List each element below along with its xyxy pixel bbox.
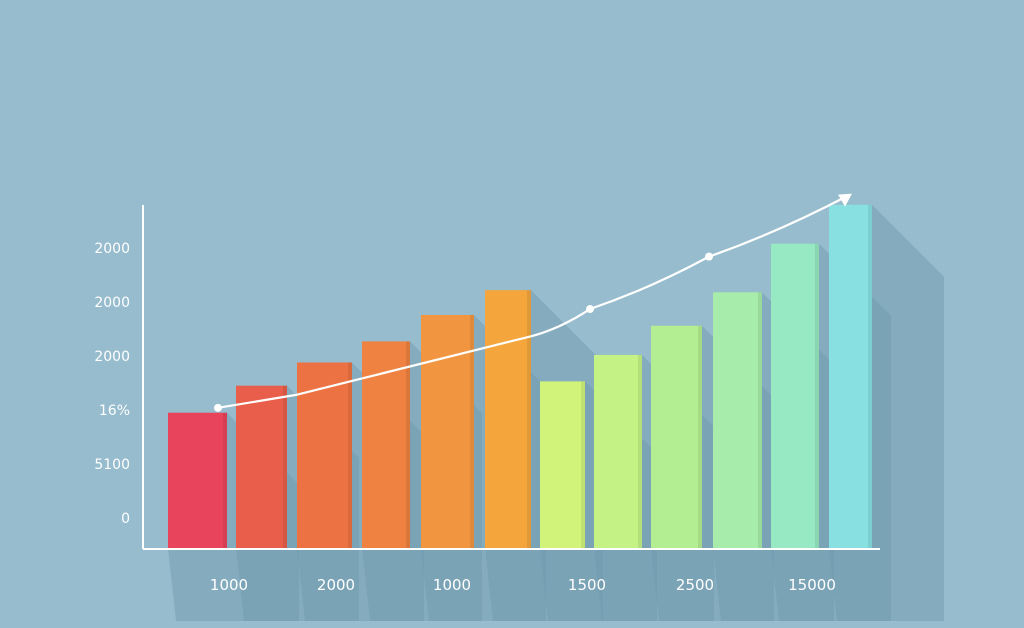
trend-marker [586, 305, 594, 314]
x-tick-labels: 1000 2000 1000 1500 2500 15000 [210, 576, 836, 594]
bar [713, 292, 762, 549]
bars [168, 204, 872, 550]
bar [485, 290, 531, 549]
y-tick-label: 16% [99, 403, 130, 419]
bar-edge [470, 314, 474, 549]
y-tick-labels: 0 5100 16% 2000 2000 2000 [94, 241, 130, 527]
bar-edge [815, 243, 819, 549]
bar [540, 381, 585, 549]
x-tick-label: 15000 [788, 576, 836, 594]
y-tick-label: 2000 [94, 241, 130, 257]
y-tick-label: 5100 [94, 457, 130, 473]
bar [651, 325, 702, 549]
axes [142, 205, 880, 550]
bar [421, 314, 474, 549]
bar-shadow [829, 204, 944, 622]
y-tick-label: 0 [121, 511, 130, 527]
trend-marker [214, 403, 222, 412]
trend-line [216, 194, 850, 409]
x-tick-label: 1000 [433, 576, 471, 594]
bar-edge [758, 292, 762, 549]
trend-line-group [214, 193, 852, 412]
x-tick-label: 2000 [317, 576, 355, 594]
x-tick-label: 1000 [210, 576, 248, 594]
bar-edge [581, 381, 585, 549]
bar [829, 204, 872, 550]
bar-edge [406, 341, 410, 549]
trend-arrow-head [838, 193, 852, 207]
bar-edge [223, 412, 227, 549]
bar [771, 243, 819, 549]
bar-edge [698, 325, 702, 549]
bar-edge [527, 290, 531, 549]
x-tick-label: 2500 [676, 576, 714, 594]
bar-edge [868, 204, 872, 550]
bar [594, 354, 642, 549]
bar [297, 362, 352, 549]
trend-marker [705, 252, 713, 261]
y-tick-label: 2000 [94, 295, 130, 311]
x-tick-label: 1500 [568, 576, 606, 594]
bar-edge [348, 362, 352, 549]
y-tick-label: 2000 [94, 349, 130, 365]
bar [168, 412, 227, 549]
bar-edge [638, 354, 642, 549]
bar-edge [283, 385, 287, 549]
bar [236, 385, 287, 549]
